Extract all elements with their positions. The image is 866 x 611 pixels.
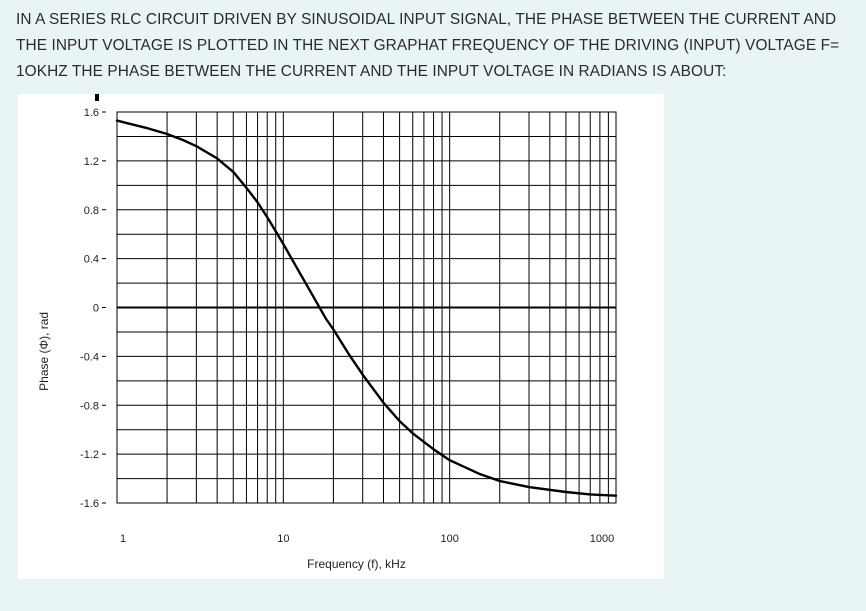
x-tick-label: 100 — [440, 533, 458, 545]
y-tick-label: -0.8 — [80, 400, 99, 412]
question-line-2: THE INPUT VOLTAGE IS PLOTTED IN THE NEXT… — [16, 37, 840, 54]
question-text: IN A SERIES RLC CIRCUIT DRIVEN BY SINUSO… — [16, 7, 856, 85]
y-tick-label: 0.8 — [84, 205, 99, 217]
y-tick-label: 0 — [93, 303, 99, 315]
grid — [95, 94, 617, 504]
series-layer — [115, 119, 618, 497]
y-tick-label: -0.4 — [80, 351, 99, 363]
x-tick-labels: 1 10 100 1000 — [120, 533, 614, 545]
y-tick-label: 1.6 — [84, 107, 99, 119]
x-tick-label: 1 — [120, 533, 126, 545]
y-tick-label: 1.2 — [84, 156, 99, 168]
y-tick-label: 0.4 — [84, 254, 99, 266]
y-tick-labels: 1.6 1.2 0.8 0.4 0 -0.4 -0.8 -1.2 -1.6 — [80, 107, 106, 510]
series-line-0 — [115, 119, 618, 497]
phase-frequency-chart: 1.6 1.2 0.8 0.4 0 -0.4 -0.8 -1.2 -1.6 1 10 100 1000… — [18, 94, 664, 579]
plot-border — [116, 111, 617, 504]
y-tick-label: -1.6 — [80, 498, 99, 510]
y-axis-title: Phase (Φ), rad — [37, 312, 51, 391]
x-tick-label: 10 — [277, 533, 289, 545]
question-line-3: 1OKHZ THE PHASE BETWEEN THE CURRENT AND … — [16, 63, 727, 80]
question-line-1: IN A SERIES RLC CIRCUIT DRIVEN BY SINUSO… — [16, 11, 837, 28]
axis-top-marker — [95, 94, 99, 101]
chart-svg: 1.6 1.2 0.8 0.4 0 -0.4 -0.8 -1.2 -1.6 1 10 100 1000… — [37, 94, 618, 571]
y-tick-label: -1.2 — [80, 449, 99, 461]
x-tick-label: 1000 — [590, 533, 614, 545]
x-axis-title: Frequency (f), kHz — [307, 557, 406, 571]
